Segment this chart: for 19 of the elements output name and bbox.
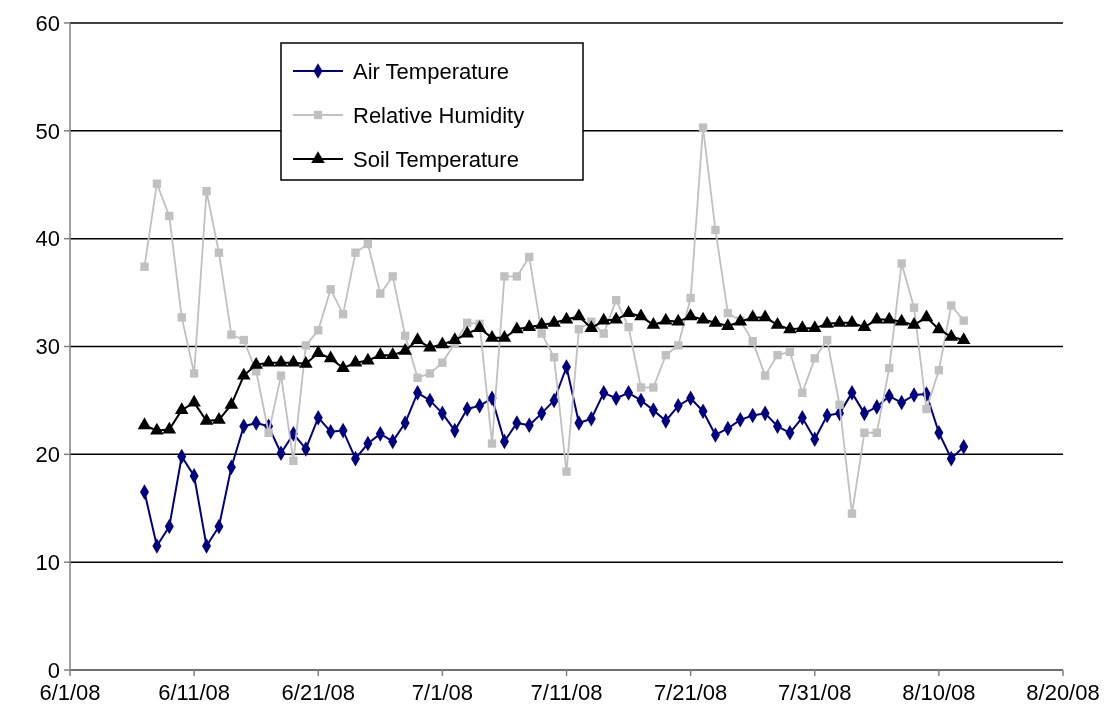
x-tick-label: 7/11/08	[530, 680, 603, 705]
y-tick-label: 50	[35, 118, 60, 144]
x-tick-label: 8/10/08	[902, 680, 976, 705]
x-tick-label: 7/1/08	[411, 680, 473, 705]
x-tick-label: 8/20/08	[1026, 680, 1100, 705]
legend-label: Soil Temperature	[353, 146, 519, 172]
x-tick-label: 6/1/08	[39, 680, 101, 705]
y-tick-label: 10	[35, 549, 60, 575]
x-tick-label: 6/21/08	[281, 680, 355, 705]
y-tick-label: 30	[35, 334, 60, 360]
y-tick-label: 0	[47, 657, 60, 683]
legend-label: Relative Humidity	[353, 102, 525, 128]
x-tick-label: 7/21/08	[653, 680, 728, 705]
y-tick-label: 40	[35, 226, 60, 252]
y-tick-label: 60	[35, 10, 60, 36]
y-tick-label: 20	[35, 442, 60, 468]
x-tick-label: 7/31/08	[778, 680, 852, 705]
x-tick-label: 6/11/08	[158, 680, 231, 705]
legend-label: Air Temperature	[353, 58, 510, 84]
